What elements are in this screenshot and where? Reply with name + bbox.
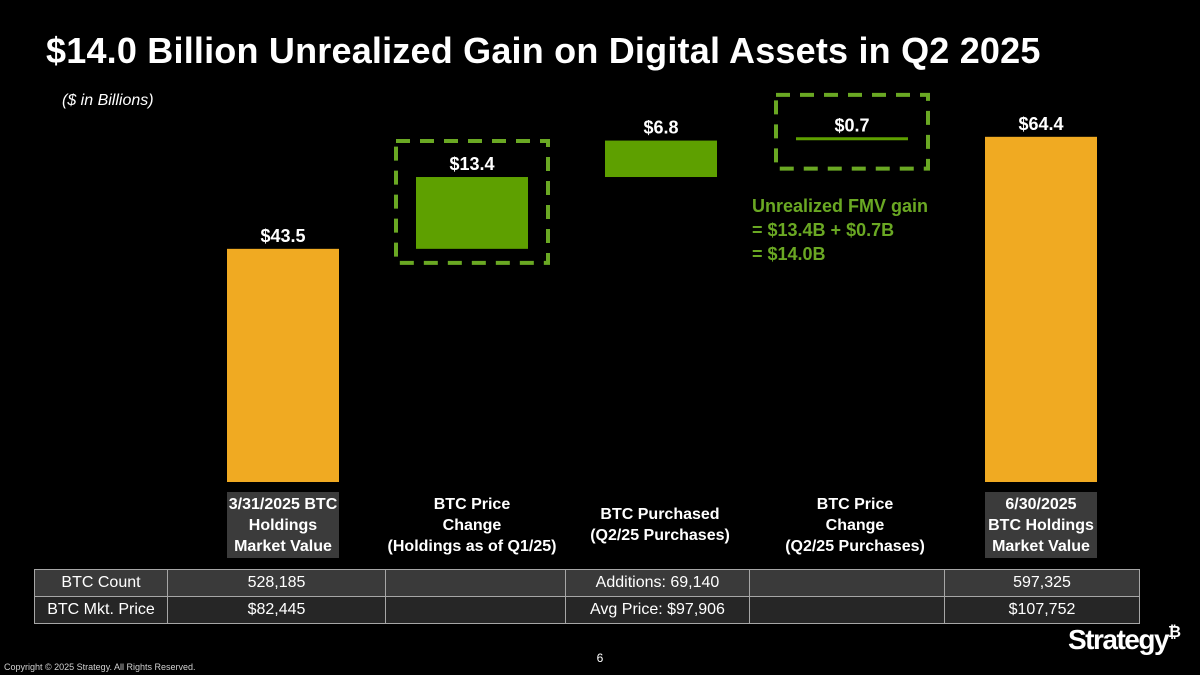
category-label-price-change-q1-holdings: BTC Price Change (Holdings as of Q1/25) — [387, 495, 557, 555]
bar-0 — [227, 248, 339, 482]
table-cell: 528,185 — [167, 569, 386, 597]
bar-4 — [985, 136, 1097, 483]
highlight-box-3 — [774, 92, 930, 171]
data-label-4: $64.4 — [1018, 114, 1063, 134]
table-row-btc-count: BTC Count 528,185 Additions: 69,140 597,… — [34, 569, 1140, 597]
category-label-price-change-q2-purchases: BTC Price Change (Q2/25 Purchases) — [785, 495, 925, 555]
table-cell: $82,445 — [167, 596, 386, 624]
logo-wordmark: Strategy — [1068, 624, 1170, 655]
annotation-line-1: Unrealized FMV gain — [752, 196, 929, 216]
table-cell: BTC Count — [34, 569, 168, 597]
annotation-line-2: = $13.4B + $0.7B — [752, 220, 895, 240]
category-label-q2-holdings: 6/30/2025 BTC Holdings Market Value — [985, 492, 1097, 558]
copyright-text: Copyright © 2025 Strategy. All Rights Re… — [4, 662, 196, 672]
category-label-btc-purchased: BTC Purchased (Q2/25 Purchases) — [590, 506, 730, 544]
page-number: 6 — [596, 651, 604, 665]
table-cell — [385, 569, 566, 597]
data-label-1: $13.4 — [449, 154, 494, 174]
bar-1 — [416, 177, 528, 249]
table-cell: Additions: 69,140 — [565, 569, 750, 597]
table-cell — [749, 569, 945, 597]
table-cell — [385, 596, 566, 624]
annotation-line-3: = $14.0B — [752, 244, 826, 264]
highlight-box-1 — [394, 139, 550, 265]
bitcoin-mark-icon: ₿ — [1168, 623, 1182, 641]
data-label-2: $6.8 — [643, 118, 678, 138]
table-cell: Avg Price: $97,906 — [565, 596, 750, 624]
table-cell: $107,752 — [944, 596, 1140, 624]
data-label-0: $43.5 — [260, 226, 305, 246]
strategy-logo: Strategy₿ — [1068, 624, 1181, 656]
table-cell: 597,325 — [944, 569, 1140, 597]
units-subtitle: ($ in Billions) — [62, 92, 154, 109]
bar-2 — [605, 140, 717, 178]
btc-stats-table: BTC Count 528,185 Additions: 69,140 597,… — [34, 569, 1140, 624]
table-cell — [749, 596, 945, 624]
table-row-btc-price: BTC Mkt. Price $82,445 Avg Price: $97,90… — [34, 596, 1140, 624]
category-label-q1-holdings: 3/31/2025 BTC Holdings Market Value — [227, 492, 339, 558]
table-cell: BTC Mkt. Price — [34, 596, 168, 624]
page-title: $14.0 Billion Unrealized Gain on Digital… — [46, 30, 1041, 71]
data-label-3: $0.7 — [834, 116, 869, 136]
unrealized-gain-annotation: Unrealized FMV gain = $13.4B + $0.7B = $… — [752, 194, 928, 266]
